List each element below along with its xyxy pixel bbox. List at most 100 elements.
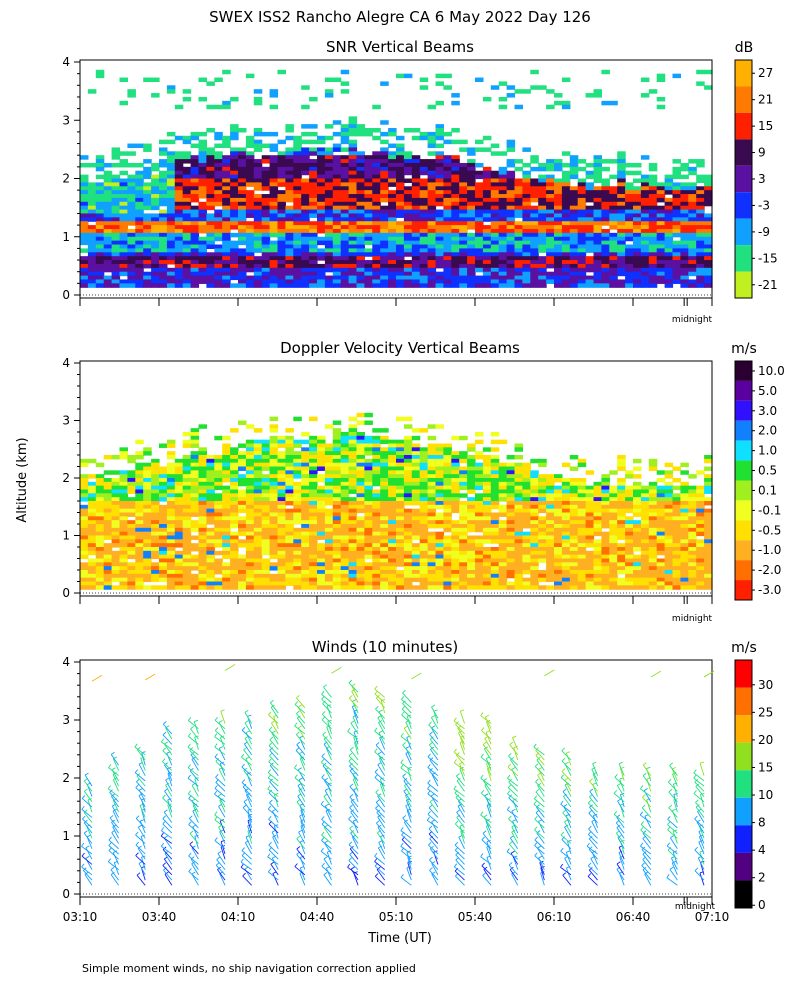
snr-cell bbox=[95, 166, 105, 172]
snr-cell bbox=[269, 283, 279, 288]
doppler-cell bbox=[151, 458, 160, 464]
doppler-cell bbox=[482, 462, 492, 468]
doppler-cell bbox=[174, 573, 184, 579]
doppler-cell bbox=[356, 531, 365, 537]
snr-cell bbox=[696, 174, 705, 180]
doppler-cell bbox=[427, 455, 437, 460]
doppler-cell bbox=[482, 550, 492, 556]
snr-cell bbox=[609, 263, 618, 269]
doppler-cell bbox=[443, 458, 452, 464]
snr-cell bbox=[696, 260, 705, 265]
doppler-cell bbox=[190, 462, 200, 468]
doppler-cell bbox=[261, 504, 271, 510]
doppler-cell bbox=[340, 470, 350, 475]
snr-cell bbox=[190, 283, 200, 288]
snr-cell bbox=[364, 190, 373, 195]
snr-cell bbox=[656, 190, 666, 195]
doppler-cell bbox=[411, 462, 421, 468]
doppler-cell bbox=[356, 585, 365, 590]
snr-cell bbox=[561, 275, 571, 281]
snr-cell bbox=[293, 190, 302, 195]
snr-cell bbox=[419, 221, 429, 226]
snr-cell bbox=[459, 182, 468, 187]
doppler-cell bbox=[490, 531, 500, 537]
doppler-cell bbox=[427, 577, 437, 583]
doppler-cell bbox=[269, 466, 279, 471]
snr-cell bbox=[214, 283, 223, 288]
snr-cell bbox=[95, 279, 105, 284]
snr-cell bbox=[506, 256, 516, 261]
snr-cell bbox=[372, 186, 381, 191]
doppler-cell bbox=[111, 573, 121, 579]
doppler-cell bbox=[230, 428, 239, 433]
doppler-cell bbox=[348, 504, 358, 510]
snr-cell bbox=[672, 248, 681, 253]
snr-cell bbox=[95, 197, 105, 203]
snr-cell bbox=[664, 236, 674, 242]
snr-cell bbox=[640, 221, 650, 226]
doppler-cell bbox=[332, 497, 342, 502]
snr-cell bbox=[554, 260, 563, 265]
snr-cell bbox=[309, 263, 318, 269]
doppler-cell bbox=[419, 539, 429, 544]
snr-cell bbox=[498, 81, 508, 86]
snr-cell bbox=[253, 263, 263, 269]
snr-cell bbox=[411, 275, 421, 281]
snr-cell bbox=[664, 232, 674, 238]
doppler-cell bbox=[498, 489, 508, 494]
snr-cell bbox=[348, 182, 358, 187]
snr-cell bbox=[546, 197, 555, 203]
doppler-cell bbox=[403, 458, 413, 464]
doppler-cell bbox=[419, 504, 429, 510]
snr-cell bbox=[625, 279, 634, 284]
snr-cell bbox=[238, 128, 247, 133]
snr-cell bbox=[364, 248, 373, 253]
doppler-cell bbox=[396, 416, 405, 422]
snr-cell bbox=[372, 275, 381, 281]
snr-cell bbox=[80, 260, 89, 265]
snr-cell bbox=[269, 186, 279, 191]
doppler-cell bbox=[348, 573, 358, 579]
snr-cell bbox=[356, 131, 365, 137]
snr-cell bbox=[143, 190, 152, 195]
doppler-cell bbox=[380, 458, 389, 464]
doppler-cell bbox=[380, 577, 389, 583]
doppler-cell bbox=[443, 478, 452, 483]
doppler-cell bbox=[222, 497, 231, 502]
doppler-cell bbox=[230, 458, 239, 464]
snr-cell bbox=[103, 197, 113, 203]
doppler-cell bbox=[285, 447, 294, 452]
snr-cell bbox=[198, 139, 207, 145]
doppler-cell bbox=[482, 516, 492, 521]
snr-cell bbox=[388, 228, 397, 234]
snr-cell bbox=[245, 155, 255, 160]
doppler-cell bbox=[498, 547, 508, 552]
snr-cell bbox=[317, 174, 326, 180]
doppler-cell bbox=[443, 573, 452, 579]
doppler-cell bbox=[530, 527, 539, 533]
snr-cell bbox=[704, 260, 713, 265]
snr-cell bbox=[182, 159, 192, 164]
snr-cell bbox=[482, 213, 492, 218]
doppler-cell bbox=[285, 458, 294, 464]
snr-cell bbox=[569, 190, 579, 195]
snr-cell bbox=[119, 221, 128, 226]
snr-cell bbox=[601, 248, 610, 253]
snr-cell bbox=[475, 263, 484, 269]
doppler-cell bbox=[174, 470, 184, 475]
doppler-cell bbox=[166, 527, 176, 533]
snr-cell bbox=[348, 143, 358, 149]
doppler-cell bbox=[151, 497, 160, 502]
doppler-cell bbox=[443, 539, 452, 544]
snr-cell bbox=[348, 174, 358, 180]
doppler-cell bbox=[309, 516, 318, 521]
doppler-cell bbox=[475, 451, 484, 456]
doppler-cell bbox=[443, 535, 452, 540]
snr-cell bbox=[419, 178, 429, 183]
doppler-cell bbox=[364, 554, 373, 560]
doppler-cell bbox=[332, 501, 342, 506]
doppler-cell bbox=[427, 558, 437, 563]
doppler-cell bbox=[95, 543, 105, 548]
doppler-cell bbox=[261, 489, 271, 494]
snr-cell bbox=[380, 166, 389, 172]
